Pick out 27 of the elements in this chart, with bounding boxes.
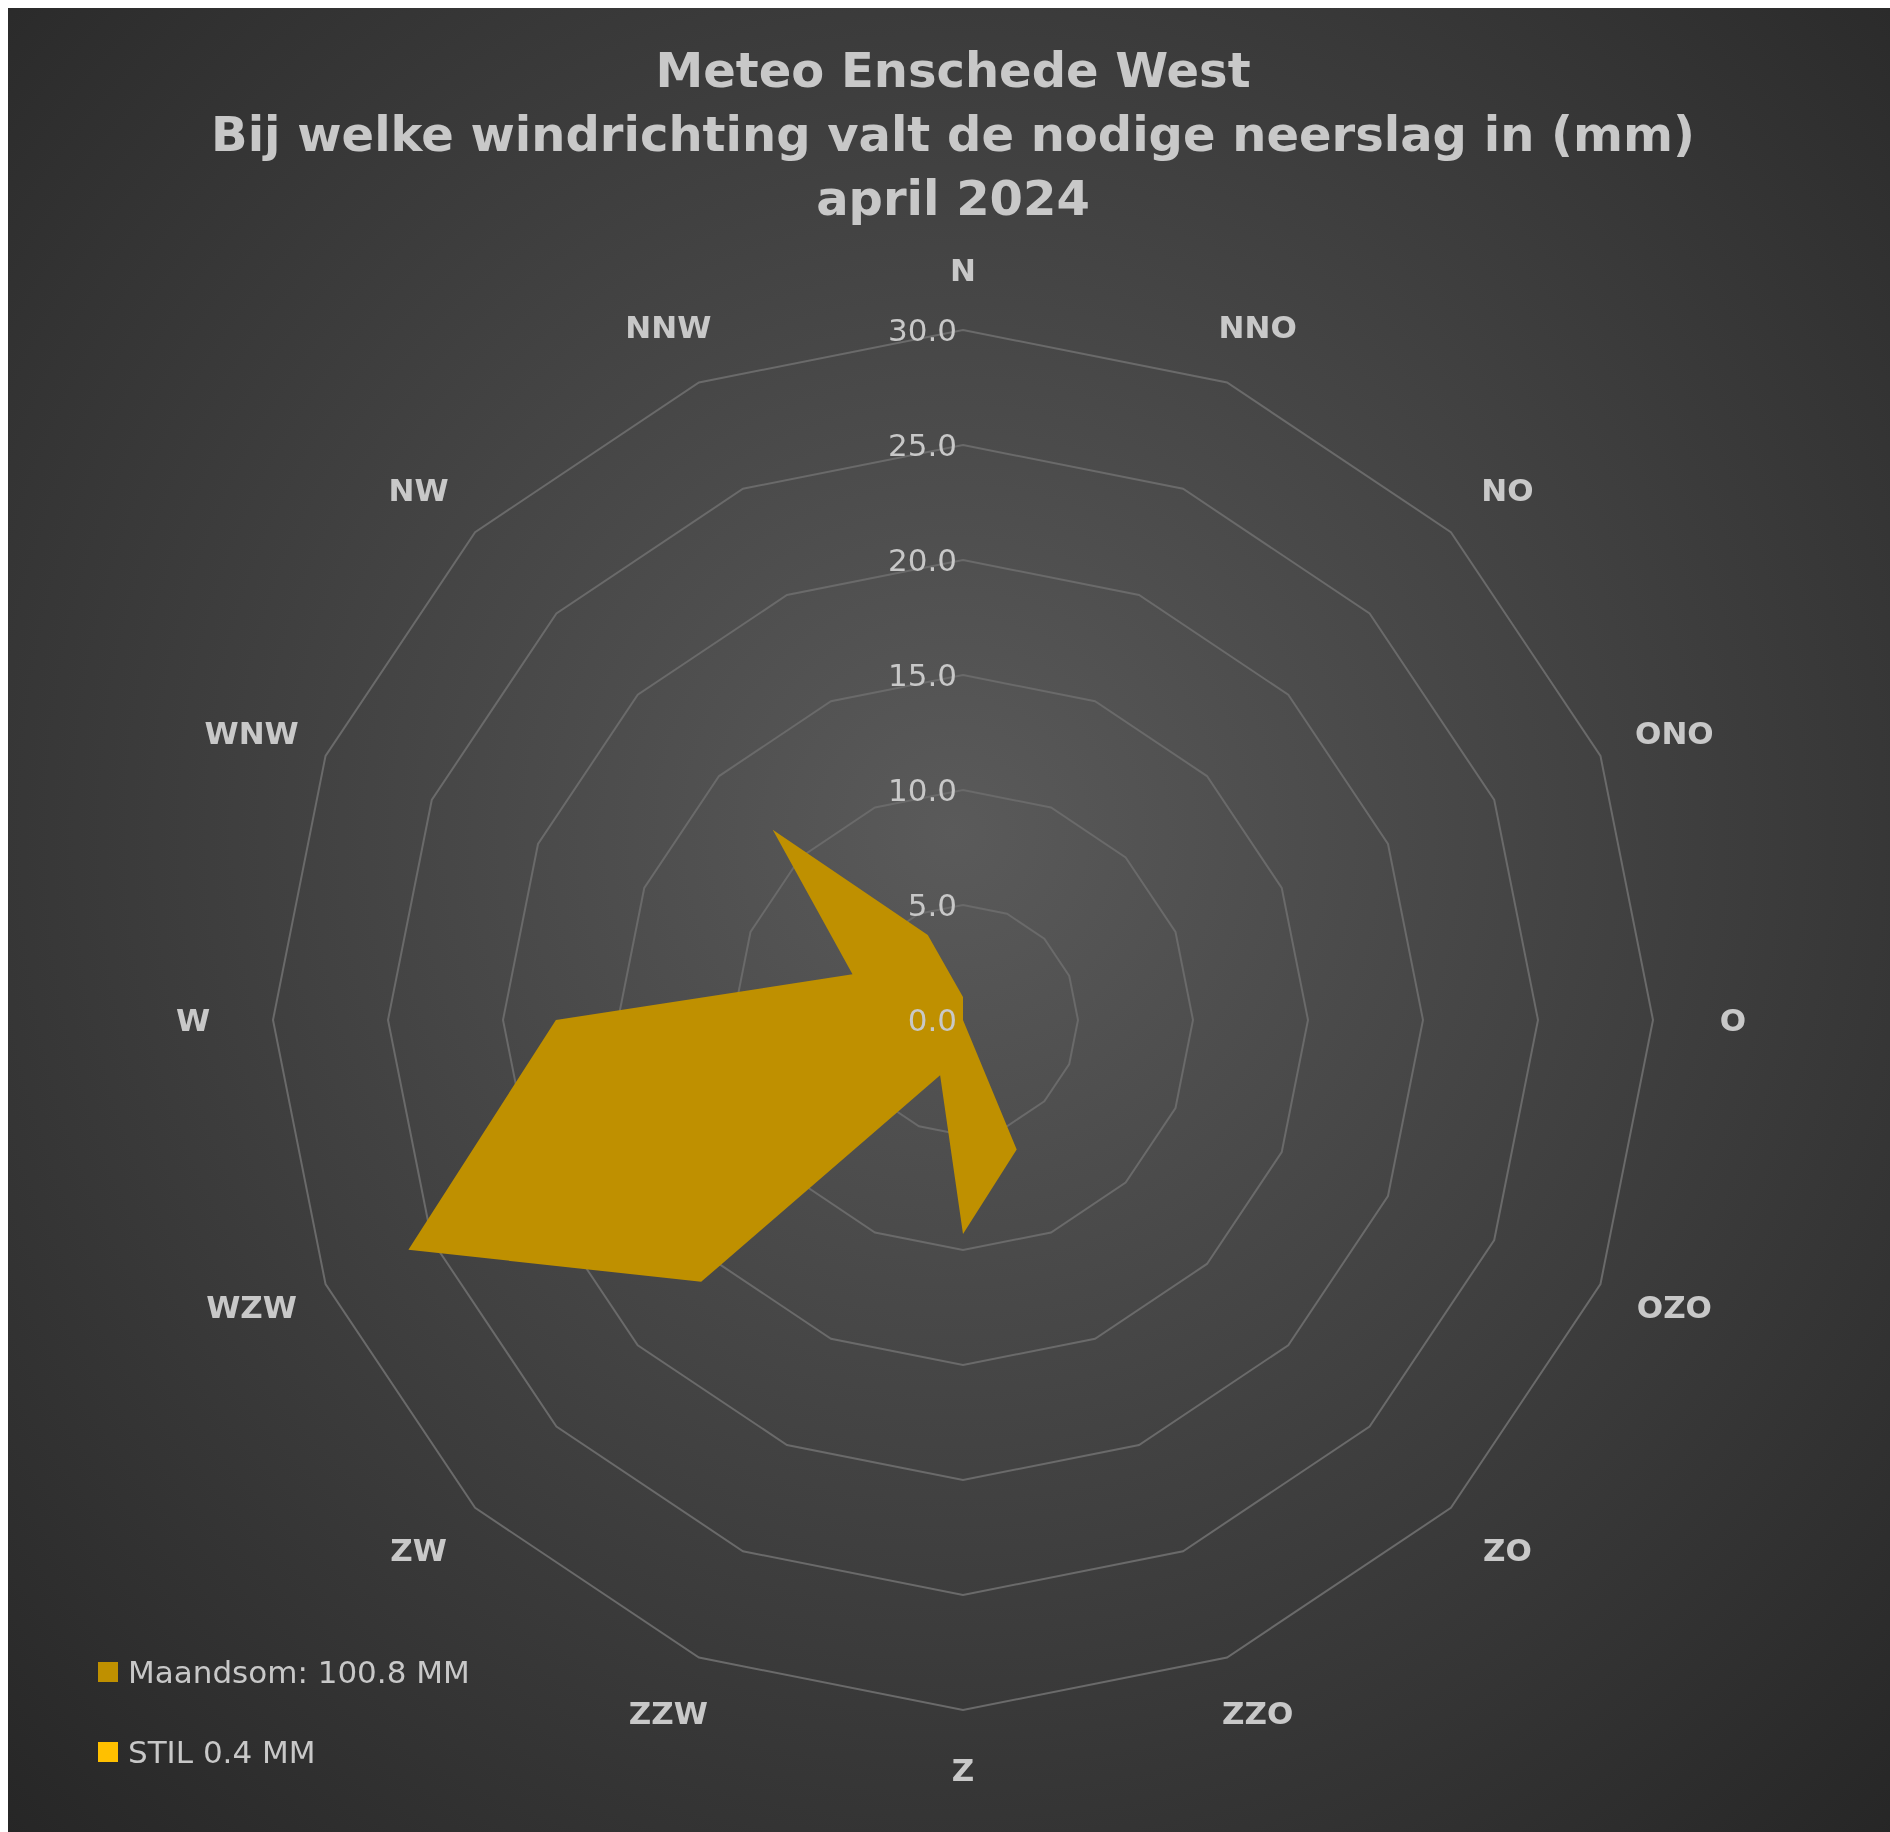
spoke-label: O bbox=[1719, 1002, 1747, 1038]
spoke-label: N bbox=[950, 252, 976, 288]
spoke-label: ONO bbox=[1635, 714, 1714, 751]
spoke-label: ZZO bbox=[1222, 1694, 1294, 1731]
spoke-label: NO bbox=[1481, 471, 1534, 508]
spoke-label: WNW bbox=[204, 714, 299, 751]
spoke-label: NNW bbox=[625, 309, 712, 346]
y-tick-label: 30.0 bbox=[887, 312, 957, 348]
y-tick-label: 5.0 bbox=[907, 887, 957, 923]
y-tick-label: 20.0 bbox=[887, 542, 957, 578]
y-tick-label: 10.0 bbox=[887, 772, 957, 808]
legend-label: STIL 0.4 MM bbox=[128, 1734, 316, 1770]
spoke-label: Z bbox=[951, 1752, 975, 1788]
y-tick-label: 15.0 bbox=[887, 657, 957, 693]
spoke-label: WZW bbox=[206, 1289, 298, 1326]
spoke-label: OZO bbox=[1636, 1289, 1712, 1326]
spoke-label: W bbox=[175, 1002, 211, 1038]
spoke-label: ZZW bbox=[628, 1694, 708, 1731]
spoke-label: NNO bbox=[1218, 309, 1297, 346]
text: Meteo Enschede West bbox=[654, 41, 1252, 100]
y-tick-label: 25.0 bbox=[887, 427, 957, 463]
text: Bij welke windrichting valt de nodige neerslag in (mm) april 2024 bbox=[210, 105, 1696, 228]
spoke-label: NW bbox=[388, 471, 449, 508]
legend-label: Maandsom: 100.8 MM bbox=[128, 1654, 470, 1690]
spoke-label: ZO bbox=[1483, 1532, 1532, 1569]
y-tick-label: 0.0 bbox=[907, 1002, 957, 1038]
spoke-label: ZW bbox=[390, 1532, 447, 1569]
